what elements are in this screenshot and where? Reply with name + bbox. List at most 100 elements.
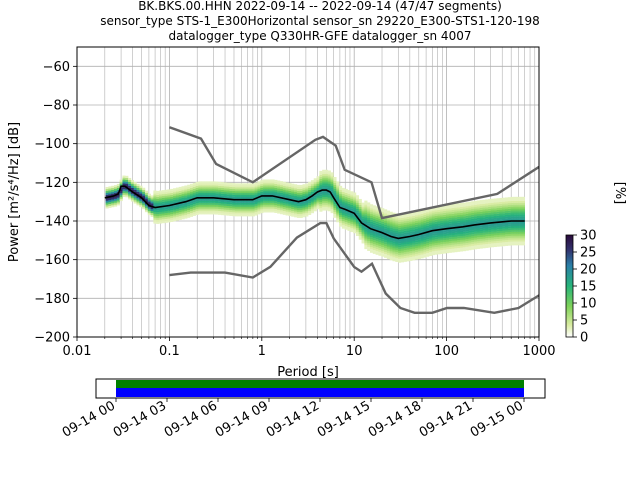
density-cell <box>308 191 312 194</box>
density-cell <box>513 206 517 209</box>
density-cell <box>204 212 208 215</box>
density-cell <box>226 213 230 216</box>
density-cell <box>496 202 500 205</box>
density-cell <box>462 233 466 236</box>
density-cell <box>209 181 213 184</box>
density-cell <box>215 208 219 211</box>
density-cell <box>412 240 416 243</box>
density-cell <box>431 210 435 213</box>
density-cell <box>333 190 337 193</box>
density-cell <box>364 239 368 242</box>
density-cell <box>381 227 385 230</box>
density-cell <box>209 202 213 205</box>
density-cell <box>499 205 503 208</box>
density-cell <box>251 200 255 203</box>
density-cell <box>372 226 376 229</box>
density-cell <box>350 202 354 206</box>
density-cell <box>187 188 191 191</box>
density-cell <box>389 254 393 257</box>
density-cell <box>198 208 202 211</box>
density-cell <box>364 227 368 230</box>
density-cell <box>285 211 289 214</box>
density-cell <box>364 241 368 244</box>
density-cell <box>521 241 525 244</box>
density-cell <box>223 188 227 191</box>
density-cell <box>316 182 320 185</box>
density-cell <box>296 184 300 187</box>
density-cell <box>243 200 247 203</box>
density-cell <box>482 217 486 220</box>
density-cell <box>156 210 160 213</box>
density-cell <box>305 208 309 211</box>
density-cell <box>440 215 444 218</box>
density-cell <box>271 198 275 201</box>
density-cell <box>488 245 492 248</box>
density-cell <box>364 243 368 246</box>
density-cell <box>361 206 365 209</box>
density-cell <box>443 210 447 213</box>
density-cell <box>462 237 466 240</box>
density-cell <box>220 191 225 194</box>
density-cell <box>462 210 466 213</box>
density-cell <box>468 213 472 216</box>
density-cell <box>431 249 435 252</box>
density-cell <box>364 210 368 213</box>
density-cell <box>437 207 441 210</box>
density-cell <box>130 181 134 185</box>
density-cell <box>170 194 174 197</box>
density-cell <box>181 195 185 199</box>
density-cell <box>507 197 511 200</box>
density-cell <box>119 179 123 182</box>
density-cell <box>465 246 469 249</box>
density-cell <box>378 218 382 221</box>
density-cell <box>350 228 354 231</box>
density-cell <box>164 220 168 223</box>
y-tick-label: −180 <box>34 292 70 307</box>
density-cell <box>201 194 205 198</box>
density-cell <box>502 234 506 237</box>
density-cell <box>496 211 500 214</box>
density-cell <box>316 185 320 189</box>
density-cell <box>170 188 174 192</box>
density-cell <box>198 183 202 186</box>
density-cell <box>181 211 185 214</box>
density-cell <box>406 245 410 248</box>
density-cell <box>313 187 317 191</box>
density-cell <box>223 211 227 214</box>
density-cell <box>189 206 194 210</box>
density-cell <box>209 189 213 192</box>
density-cell <box>451 205 455 209</box>
density-cell <box>474 214 478 217</box>
density-cell <box>448 233 452 236</box>
density-cell <box>448 248 452 251</box>
density-cell <box>218 201 222 204</box>
density-cell <box>156 214 160 217</box>
density-cell <box>519 218 523 221</box>
density-cell <box>519 212 523 215</box>
density-cell <box>364 208 368 211</box>
density-cell <box>496 242 500 245</box>
density-cell <box>159 196 163 199</box>
density-cell <box>192 182 196 185</box>
density-cell <box>398 258 402 261</box>
density-cell <box>142 187 146 190</box>
density-cell <box>482 244 486 247</box>
density-cell <box>215 181 219 184</box>
density-cell <box>187 207 191 211</box>
density-cell <box>246 212 250 215</box>
density-cell <box>392 241 396 244</box>
density-cell <box>246 204 250 207</box>
density-cell <box>384 226 388 229</box>
density-cell <box>265 183 270 186</box>
density-cell <box>125 189 129 192</box>
density-cell <box>209 208 213 211</box>
density-cell <box>417 243 421 246</box>
density-cell <box>344 192 348 195</box>
density-cell <box>324 177 329 180</box>
density-cell <box>490 239 495 242</box>
density-cell <box>350 216 354 219</box>
density-cell <box>431 247 435 250</box>
density-cell <box>521 235 525 238</box>
density-cell <box>119 198 123 202</box>
density-cell <box>234 191 239 194</box>
